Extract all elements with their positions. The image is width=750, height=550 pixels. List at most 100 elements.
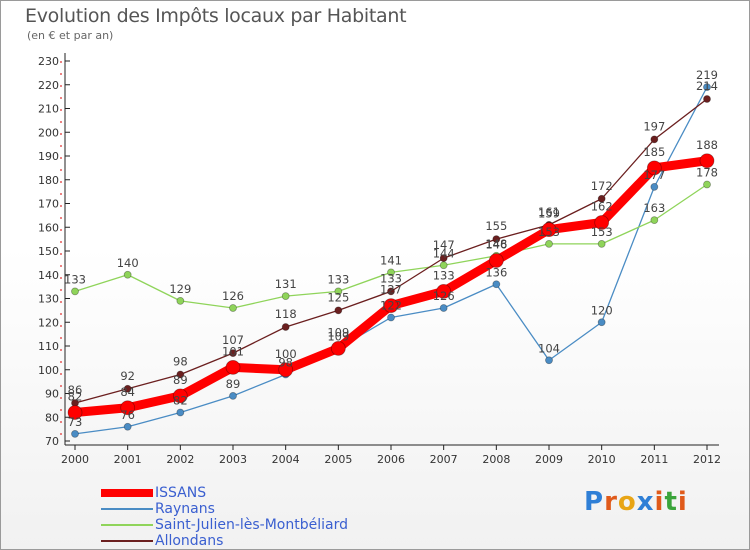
y-tick-label: 200: [38, 126, 59, 139]
y-tick-label: 220: [38, 79, 59, 92]
data-label: 125: [327, 290, 349, 304]
data-point: [545, 356, 553, 365]
data-label: 147: [433, 238, 455, 252]
data-label: 122: [380, 299, 402, 313]
data-label: 129: [169, 282, 191, 296]
series-line: [74, 98, 708, 404]
data-point: [439, 261, 448, 270]
x-tick-label: 2007: [430, 453, 458, 466]
x-tick-label: 2003: [219, 453, 247, 466]
y-tick-label: 140: [38, 269, 59, 282]
x-tick-label: 2001: [114, 453, 142, 466]
x-tick-label: 2012: [693, 453, 721, 466]
data-point: [439, 254, 448, 263]
data-point: [650, 182, 659, 191]
data-label: 107: [222, 333, 244, 347]
legend-item-saint-julien: Saint-Julien-lès-Montbéliard: [101, 517, 421, 533]
x-tick-label: 2004: [272, 453, 300, 466]
legend-label: Allondans: [155, 533, 224, 549]
data-point: [71, 429, 79, 438]
data-point: [703, 95, 711, 103]
data-label: 163: [643, 201, 665, 215]
data-point: [71, 287, 79, 296]
data-label: 120: [591, 303, 613, 317]
data-label: 86: [68, 383, 83, 397]
data-point: [387, 268, 395, 277]
data-label: 89: [173, 373, 188, 387]
data-label: 197: [643, 119, 665, 133]
data-label: 153: [591, 225, 613, 239]
data-point: [123, 270, 132, 279]
data-label: 126: [433, 289, 455, 303]
chart-subtitle: (en € et par an): [27, 29, 114, 42]
data-point: [67, 405, 83, 420]
data-label: 133: [380, 271, 402, 285]
data-point: [225, 359, 241, 375]
legend-swatch: [101, 524, 153, 526]
data-point: [229, 391, 237, 400]
legend-label: ISSANS: [155, 485, 207, 501]
data-label: 98: [173, 355, 188, 369]
data-point: [436, 283, 452, 299]
data-point: [383, 298, 399, 314]
data-point: [703, 83, 711, 92]
x-tick-label: 2005: [324, 453, 352, 466]
data-point: [334, 287, 343, 296]
data-label: 109: [327, 325, 349, 339]
data-label: 185: [643, 145, 665, 159]
logo-letter: i: [654, 487, 665, 517]
data-point: [334, 306, 343, 315]
y-tick-label: 100: [38, 364, 59, 377]
data-label: 89: [226, 377, 241, 391]
data-label: 133: [327, 272, 349, 286]
data-label: 127: [380, 283, 402, 297]
legend-item-allondans: Allondans: [101, 533, 421, 549]
data-label: 126: [222, 289, 244, 303]
data-point: [545, 239, 553, 248]
data-point: [646, 160, 662, 176]
y-tick-label: 80: [45, 411, 59, 424]
data-label: 219: [696, 68, 718, 82]
data-label: 131: [275, 277, 297, 291]
x-tick-label: 2008: [482, 453, 510, 466]
data-point: [541, 222, 557, 238]
data-point: [176, 370, 185, 379]
data-point: [594, 215, 610, 230]
legend-label: Saint-Julien-lès-Montbéliard: [155, 517, 348, 533]
data-point: [597, 318, 606, 327]
y-tick-label: 180: [38, 174, 59, 187]
data-point: [229, 304, 237, 312]
data-label: 104: [538, 341, 560, 355]
data-point: [650, 135, 659, 144]
x-tick-label: 2010: [588, 453, 616, 466]
data-label: 177: [643, 168, 665, 182]
y-tick-label: 170: [38, 198, 59, 211]
legend-item-issans: ISSANS: [101, 485, 421, 501]
proxiti-logo: Proxiti: [584, 487, 688, 517]
data-point: [278, 362, 294, 378]
x-tick-label: 2006: [377, 453, 405, 466]
data-point: [229, 349, 237, 358]
data-point: [120, 400, 136, 416]
data-label: 162: [591, 200, 613, 214]
data-point: [387, 313, 395, 322]
y-tick-label: 130: [38, 293, 59, 306]
data-label: 118: [275, 307, 297, 321]
data-label: 214: [696, 79, 718, 93]
x-tick-label: 2002: [166, 453, 194, 466]
data-label: 100: [275, 347, 297, 361]
data-label: 109: [327, 329, 349, 343]
data-point: [699, 153, 715, 169]
data-label: 144: [433, 246, 455, 260]
data-label: 178: [696, 166, 718, 180]
data-point: [176, 296, 185, 305]
legend-swatch: [101, 508, 153, 510]
y-tick-label: 210: [38, 103, 59, 116]
data-label: 73: [68, 415, 83, 429]
x-tick-label: 2000: [61, 453, 89, 466]
data-label: 98: [278, 356, 293, 370]
data-point: [123, 384, 132, 393]
y-tick-label: 150: [38, 245, 59, 258]
data-label: 172: [591, 179, 613, 193]
